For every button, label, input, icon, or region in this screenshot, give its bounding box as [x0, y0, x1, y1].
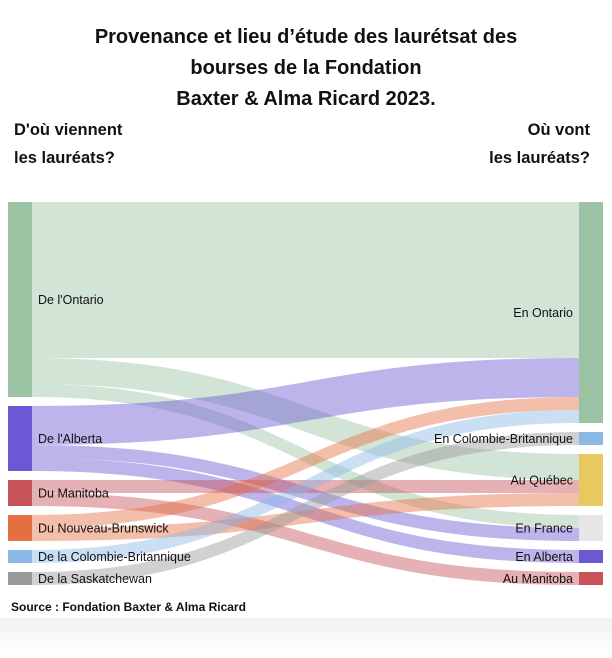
target-label-qc: Au Québec — [510, 474, 573, 488]
sankey-link-on-to-on — [32, 202, 579, 358]
footer-shade — [0, 618, 612, 658]
target-label-mb: Au Manitoba — [503, 572, 573, 586]
sankey-link-on-to-fr — [32, 384, 579, 528]
source-label-nb: Du Nouveau-Brunswick — [38, 522, 169, 536]
sankey-link-sk-to-bc — [32, 432, 579, 585]
right-heading: Où vont les lauréats? — [489, 116, 590, 172]
source-label-mb: Du Manitoba — [38, 487, 109, 501]
sankey-link-ab-to-ab — [32, 458, 579, 563]
sankey-link-ab-to-on — [32, 358, 579, 445]
source-label-ab: De l'Alberta — [38, 432, 102, 446]
sankey-labels: De l'Ontario De l'Alberta Du Manitoba Du No… — [38, 293, 573, 586]
chart-title-line: Baxter & Alma Ricard 2023. — [176, 88, 436, 110]
sankey-link-mb-to-mb — [32, 493, 579, 585]
target-label-on: En Ontario — [513, 306, 573, 320]
source-label-sk: De la Saskatchewan — [38, 572, 152, 586]
target-label-bc: En Colombie-Britannique — [434, 432, 573, 446]
source-node-mb — [8, 480, 32, 506]
source-node-on — [8, 202, 32, 397]
chart-title-line: Provenance et lieu d’étude des laurétsat… — [94, 26, 518, 48]
left-heading: D'où viennent les lauréats? — [14, 116, 122, 172]
left-heading-line: D'où viennent — [14, 121, 123, 139]
chart-title-line: bourses de la Fondation — [190, 57, 422, 79]
sankey-link-ab-to-fr — [32, 445, 579, 541]
source-node-nb — [8, 515, 32, 541]
target-node-on — [579, 202, 603, 423]
target-node-qc — [579, 454, 603, 506]
source-label-on: De l'Ontario — [38, 293, 104, 307]
sankey-link-on-to-qc — [32, 358, 579, 480]
source-node-bc — [8, 550, 32, 563]
sankey-link-mb-to-qc — [32, 480, 579, 493]
source-node-ab — [8, 406, 32, 471]
target-label-fr: En France — [515, 522, 573, 536]
source-note: Source : Fondation Baxter & Alma Ricard — [11, 600, 246, 614]
sankey-nodes — [8, 202, 603, 585]
target-node-mb — [579, 572, 603, 585]
source-node-sk — [8, 572, 32, 585]
target-node-fr — [579, 515, 603, 541]
sankey-link-nb-to-qc — [32, 493, 579, 541]
target-node-ab — [579, 550, 603, 563]
source-label-bc: De la Colombie-Britannique — [38, 550, 191, 564]
target-node-bc — [579, 432, 603, 445]
sankey-link-nb-to-on — [32, 397, 579, 528]
chart-title: Provenance et lieu d’étude des laurétsat… — [0, 22, 612, 115]
right-heading-line: Où vont — [527, 121, 590, 139]
right-heading-line: les lauréats? — [489, 149, 590, 167]
sankey-diagram: De l'Ontario De l'Alberta Du Manitoba Du No… — [8, 202, 603, 586]
left-heading-line: les lauréats? — [14, 149, 115, 167]
sankey-link-bc-to-on — [32, 410, 579, 563]
sankey-links — [32, 202, 579, 585]
target-label-ab: En Alberta — [515, 550, 573, 564]
